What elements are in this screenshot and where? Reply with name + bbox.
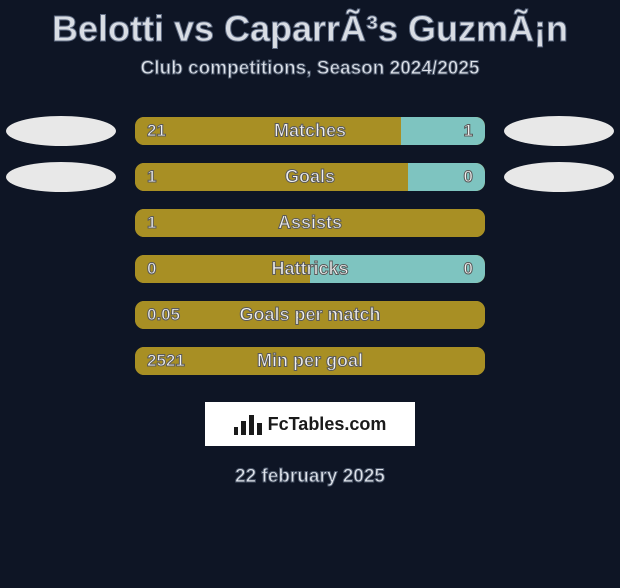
team-indicator-left (6, 116, 116, 146)
stat-row: 1 Assists (0, 200, 620, 246)
stat-value-left: 2521 (147, 351, 185, 371)
comparison-date: 22 february 2025 (0, 466, 620, 488)
stat-value-left: 1 (147, 213, 156, 233)
stat-bar: 0.05 Goals per match (135, 301, 485, 329)
stat-label: Goals per match (239, 305, 380, 326)
comparison-title: Belotti vs CaparrÃ³s GuzmÃ¡n (0, 8, 620, 50)
stat-value-right: 0 (464, 259, 473, 279)
team-indicator-right (504, 116, 614, 146)
stat-bar-left (135, 163, 408, 191)
stat-row: 0 0 Hattricks (0, 246, 620, 292)
comparison-subtitle: Club competitions, Season 2024/2025 (0, 58, 620, 80)
team-indicator-left (6, 162, 116, 192)
stat-row: 0.05 Goals per match (0, 292, 620, 338)
stat-bar-left (135, 117, 401, 145)
stat-bar: 2521 Min per goal (135, 347, 485, 375)
stat-value-left: 0.05 (147, 305, 180, 325)
brand-logo: FcTables.com (205, 402, 415, 446)
stat-bar: 0 0 Hattricks (135, 255, 485, 283)
stat-value-left: 0 (147, 259, 156, 279)
stat-label: Matches (274, 121, 346, 142)
comparison-chart: 21 1 Matches 1 0 Goals 1 Assists 0 0 Hattricks 0.05… (0, 108, 620, 384)
stat-bar-right (408, 163, 485, 191)
stat-label: Hattricks (271, 259, 348, 280)
stat-row: 21 1 Matches (0, 108, 620, 154)
brand-bars-icon (234, 413, 262, 435)
stat-bar: 1 0 Goals (135, 163, 485, 191)
stat-value-right: 1 (464, 121, 473, 141)
stat-value-left: 1 (147, 167, 156, 187)
stat-bar: 1 Assists (135, 209, 485, 237)
stat-bar: 21 1 Matches (135, 117, 485, 145)
stat-row: 2521 Min per goal (0, 338, 620, 384)
stat-label: Assists (278, 213, 342, 234)
brand-text: FcTables.com (268, 414, 387, 435)
stat-value-left: 21 (147, 121, 166, 141)
team-indicator-right (504, 162, 614, 192)
stat-label: Goals (285, 167, 335, 188)
stat-label: Min per goal (257, 351, 363, 372)
stat-value-right: 0 (464, 167, 473, 187)
stat-row: 1 0 Goals (0, 154, 620, 200)
